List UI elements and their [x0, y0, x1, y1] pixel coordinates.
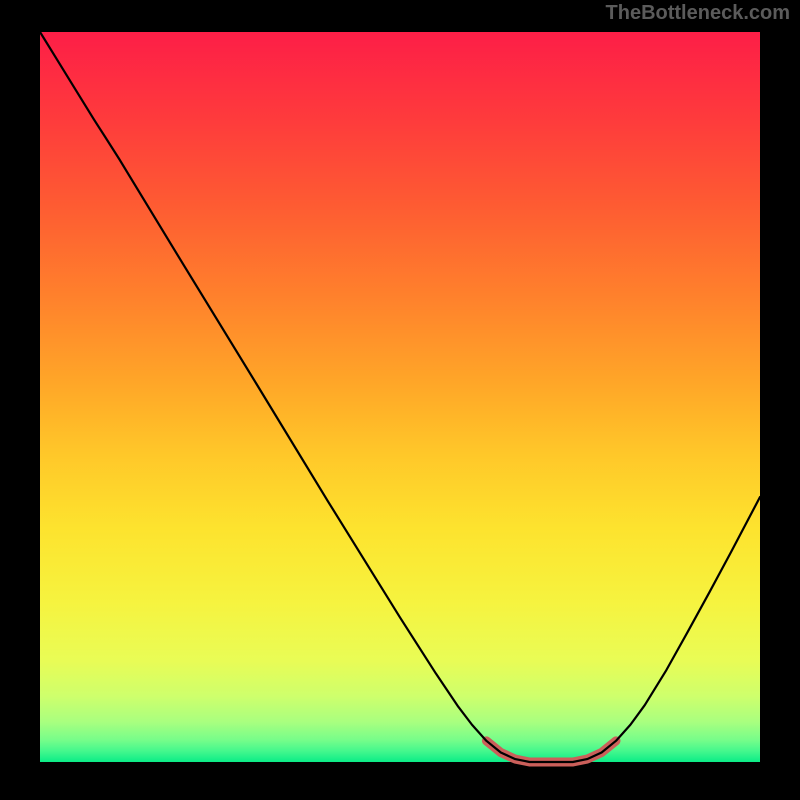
bottleneck-curve-chart: [0, 0, 800, 800]
gradient-background: [40, 32, 760, 762]
chart-container: TheBottleneck.com: [0, 0, 800, 800]
watermark-text: TheBottleneck.com: [606, 2, 790, 25]
